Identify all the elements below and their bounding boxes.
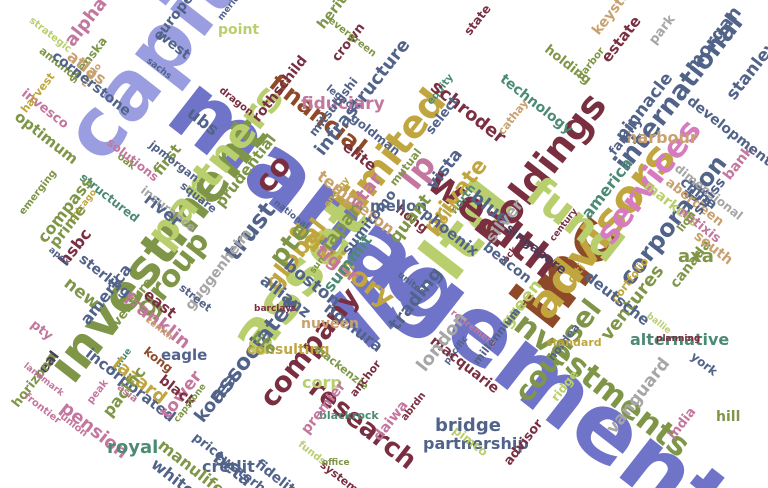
cloud-word: mellon	[370, 197, 428, 215]
cloud-word: fiduciary	[301, 94, 385, 114]
cloud-word: barclays	[254, 304, 297, 314]
cloud-word: eagle	[161, 346, 208, 364]
cloud-word: hill	[716, 409, 741, 425]
cloud-word: partnership	[423, 434, 529, 453]
cloud-word: credit	[202, 457, 255, 476]
cloud-word: york	[687, 349, 721, 379]
cloud-word: frontier	[21, 391, 63, 427]
cloud-word: consulting	[247, 342, 330, 358]
cloud-word: corp	[302, 373, 342, 392]
cloud-word: cathay	[495, 96, 531, 138]
cloud-word: harbour	[626, 128, 698, 147]
cloud-word: state	[461, 1, 494, 39]
cloud-word: planning	[656, 334, 701, 344]
cloud-word: standard	[546, 336, 602, 349]
cloud-word: park	[646, 12, 679, 48]
cloud-word: point	[218, 22, 260, 38]
cloud-word: alternative	[630, 330, 730, 349]
cloud-word: blackrock	[319, 409, 379, 422]
cloud-word: axa	[678, 246, 714, 267]
cloud-word: office	[322, 458, 350, 468]
cloud-word: bridge	[435, 415, 501, 436]
cloud-word: nuveen	[301, 316, 360, 332]
cloud-word: royal	[107, 437, 159, 458]
